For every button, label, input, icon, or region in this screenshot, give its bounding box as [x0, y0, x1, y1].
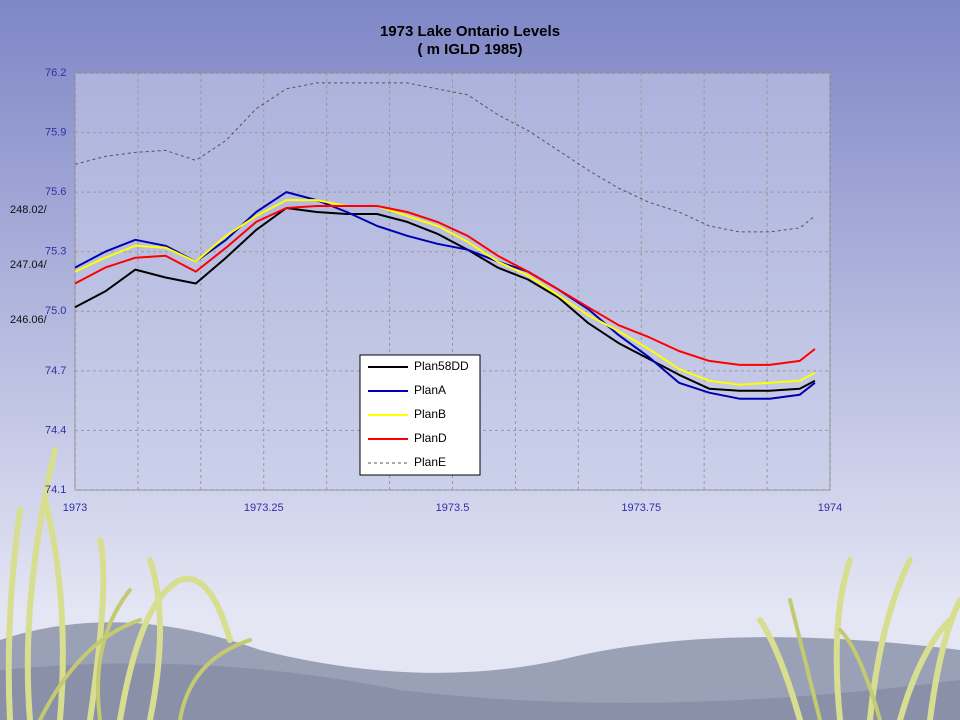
y-tick-label: 74.4	[45, 424, 66, 436]
y-tick-label: 76.2	[45, 67, 66, 79]
y-tick-label: 75.6	[45, 186, 66, 198]
legend-label: PlanB	[414, 407, 446, 421]
hills-front	[0, 663, 960, 720]
y-tick-label: 74.1	[45, 484, 66, 496]
legend-label: PlanE	[414, 455, 446, 469]
side-label: 246.06/	[10, 314, 48, 326]
grass-left-2	[38, 588, 252, 720]
x-tick-label: 1973.75	[621, 502, 661, 514]
y-tick-label: 75.9	[45, 126, 66, 138]
grass-right-2	[788, 598, 882, 720]
grass-left	[5, 447, 233, 720]
x-tick-label: 1973.25	[244, 502, 284, 514]
side-label: 248.02/	[10, 204, 48, 216]
y-tick-label: 74.7	[45, 365, 66, 377]
y-tick-label: 75.3	[45, 246, 66, 258]
legend-label: Plan58DD	[414, 359, 469, 373]
series-line	[74, 199, 816, 386]
side-label: 247.04/	[10, 259, 48, 271]
x-tick-label: 1973.5	[436, 502, 470, 514]
legend-label: PlanA	[414, 383, 446, 397]
series-line	[74, 205, 816, 366]
chart-title: 1973 Lake Ontario Levels	[380, 23, 560, 40]
x-tick-label: 1974	[818, 502, 842, 514]
chart-subtitle: ( m IGLD 1985)	[417, 41, 522, 58]
x-tick-label: 1973	[63, 502, 87, 514]
legend-label: PlanD	[414, 431, 447, 445]
series-line	[74, 207, 816, 392]
y-tick-label: 75.0	[45, 305, 66, 317]
